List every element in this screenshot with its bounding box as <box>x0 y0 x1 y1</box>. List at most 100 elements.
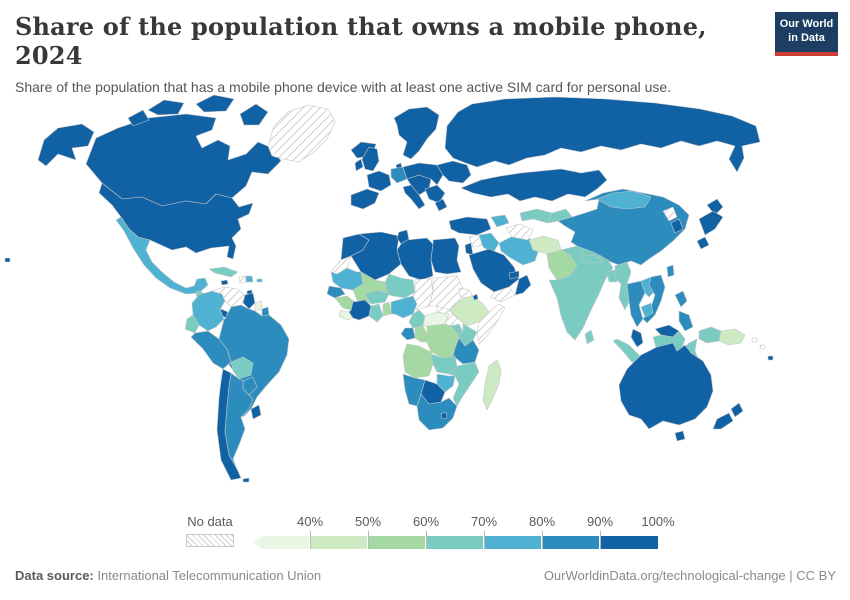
country-sierra-leone-liberia[interactable] <box>338 309 354 321</box>
country-somalia[interactable] <box>476 303 506 345</box>
country-mozambique[interactable] <box>448 361 480 407</box>
country-france[interactable] <box>366 170 392 192</box>
country-north-korea[interactable] <box>662 206 678 222</box>
legend-bin-60-70[interactable] <box>426 536 484 549</box>
country-arctic-island[interactable] <box>195 94 235 113</box>
country-iraq[interactable] <box>478 232 500 254</box>
country-solomon-islands[interactable] <box>759 344 766 350</box>
country-south-africa[interactable] <box>416 393 458 431</box>
country-hawaii[interactable] <box>4 257 11 263</box>
legend-bin-40-50[interactable] <box>310 536 368 549</box>
country-yemen[interactable] <box>490 286 516 303</box>
country-dominican-republic[interactable] <box>245 275 254 283</box>
country-suriname[interactable] <box>254 300 263 312</box>
chart-title: Share of the population that owns a mobi… <box>15 12 707 70</box>
country-puerto-rico[interactable] <box>256 278 263 283</box>
country-cambodia[interactable] <box>640 302 654 318</box>
country-niger[interactable] <box>384 273 416 299</box>
country-germany[interactable] <box>390 166 408 184</box>
country-cuba[interactable] <box>208 266 239 278</box>
legend-bin-50-60[interactable] <box>368 536 426 549</box>
country-peru[interactable] <box>190 330 232 370</box>
country-greenland[interactable] <box>267 104 336 163</box>
country-caucasus[interactable] <box>490 214 510 228</box>
country-solomon-islands[interactable] <box>751 337 758 343</box>
country-philippines[interactable] <box>678 310 694 332</box>
country-turkmenistan[interactable] <box>505 223 534 241</box>
country-thailand[interactable] <box>626 280 646 328</box>
country-ukraine-belarus[interactable] <box>436 160 472 184</box>
legend-bin-90-100[interactable] <box>600 536 658 549</box>
legend-tick-mark <box>542 531 543 549</box>
country-arctic-island[interactable] <box>147 99 185 116</box>
country-ireland[interactable] <box>354 158 364 172</box>
license-label: CC BY <box>796 568 836 583</box>
country-australia[interactable] <box>618 342 714 430</box>
country-chad[interactable] <box>410 277 434 311</box>
country-djibouti[interactable] <box>472 293 479 301</box>
legend-bin-80-90[interactable] <box>542 536 600 549</box>
country-nepal[interactable] <box>580 253 604 264</box>
country-mongolia[interactable] <box>596 190 652 210</box>
country-tasmania[interactable] <box>674 430 686 442</box>
country-bangladesh[interactable] <box>606 269 618 283</box>
country-kazakhstan[interactable] <box>460 168 608 202</box>
country-west-papua[interactable] <box>698 326 722 344</box>
country-new-zealand[interactable] <box>712 412 734 430</box>
country-algeria[interactable] <box>350 231 402 281</box>
country-falklands[interactable] <box>242 477 250 483</box>
country-haiti[interactable] <box>238 275 247 284</box>
country-sri-lanka[interactable] <box>584 329 595 345</box>
country-greece[interactable] <box>434 198 448 212</box>
country-russia[interactable] <box>444 96 761 173</box>
country-new-zealand[interactable] <box>730 402 744 418</box>
country-libya[interactable] <box>396 237 434 281</box>
country-angola[interactable] <box>402 343 434 379</box>
country-lesotho[interactable] <box>440 411 448 420</box>
country-argentina[interactable] <box>224 372 254 470</box>
country-uk[interactable] <box>361 146 380 172</box>
country-oman[interactable] <box>514 274 532 296</box>
country-myanmar[interactable] <box>614 261 632 311</box>
legend-bin-lt40[interactable] <box>252 536 310 549</box>
country-ecuador[interactable] <box>184 314 200 334</box>
country-french-guiana[interactable] <box>261 306 270 317</box>
country-ghana[interactable] <box>368 303 384 323</box>
country-papua-new-guinea[interactable] <box>718 328 746 346</box>
country-jamaica[interactable] <box>220 279 229 286</box>
country-guyana[interactable] <box>242 292 256 310</box>
country-madagascar[interactable] <box>482 359 502 411</box>
country-alaska[interactable] <box>37 123 95 167</box>
country-cote-divoire[interactable] <box>348 299 372 321</box>
country-philippines[interactable] <box>674 290 688 308</box>
country-scandinavia[interactable] <box>393 106 440 160</box>
country-balkans[interactable] <box>424 184 446 204</box>
country-taiwan[interactable] <box>666 264 675 278</box>
country-japan[interactable] <box>698 210 724 236</box>
country-iberia[interactable] <box>350 188 380 210</box>
country-gabon[interactable] <box>400 327 416 341</box>
country-canada[interactable] <box>85 113 282 207</box>
country-arctic-island[interactable] <box>127 109 150 127</box>
country-togo-benin[interactable] <box>382 301 392 317</box>
country-saudi-arabia[interactable] <box>468 248 520 293</box>
country-burkina-faso[interactable] <box>364 289 390 305</box>
footer-right: OurWorldinData.org/technological-change … <box>544 568 836 583</box>
country-senegal[interactable] <box>326 285 346 299</box>
country-uzbekistan[interactable] <box>519 208 553 224</box>
owid-url-link[interactable]: OurWorldinData.org/technological-change <box>543 568 786 583</box>
country-egypt[interactable] <box>430 237 462 275</box>
owid-logo[interactable]: Our World in Data <box>775 12 838 56</box>
country-uae-qatar[interactable] <box>508 270 520 280</box>
country-fiji[interactable] <box>767 355 774 361</box>
legend-bin-70-80[interactable] <box>484 536 542 549</box>
country-bolivia[interactable] <box>230 356 254 380</box>
country-south-korea[interactable] <box>670 218 684 234</box>
country-turkey[interactable] <box>448 216 492 236</box>
country-japan[interactable] <box>696 236 710 250</box>
country-arctic-island[interactable] <box>239 103 269 126</box>
country-uruguay[interactable] <box>250 404 262 420</box>
country-malaysia[interactable] <box>630 328 644 348</box>
legend-no-data[interactable]: No data <box>186 514 234 547</box>
country-mexico[interactable] <box>115 216 209 295</box>
